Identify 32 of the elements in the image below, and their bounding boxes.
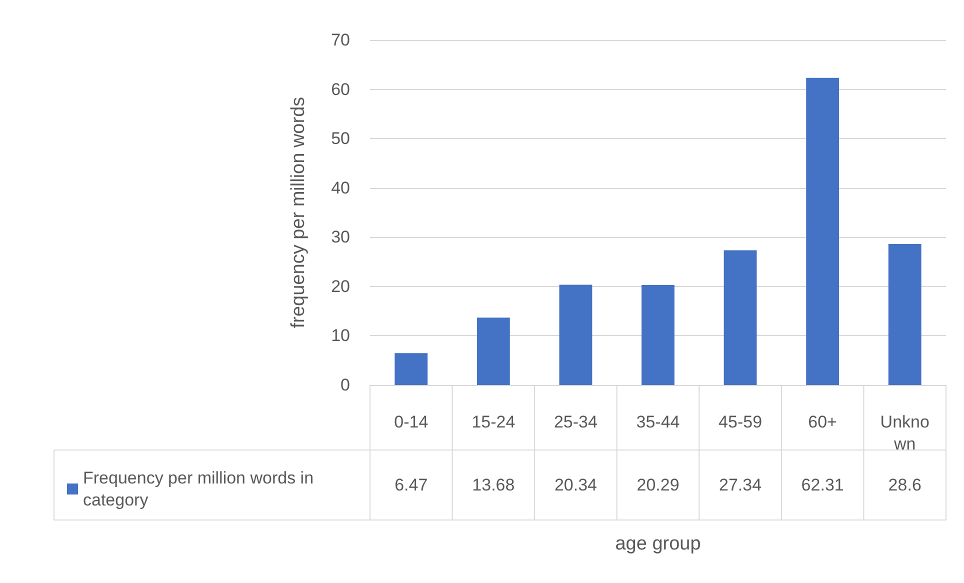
y-tick-label: 20 [331, 276, 350, 296]
data-label: 13.68 [472, 476, 515, 494]
y-tick-label: 40 [331, 178, 350, 198]
bar [394, 353, 428, 385]
bar [806, 78, 840, 385]
y-tick-label: 10 [331, 326, 350, 346]
x-tick-label: 0-14 [394, 412, 428, 432]
y-tick-label: 30 [331, 228, 350, 247]
data-label: 27.34 [719, 476, 762, 494]
x-tick-label: 15-24 [472, 412, 516, 432]
y-axis-title: frequency per million words [288, 96, 309, 328]
bar [559, 284, 592, 385]
x-tick-label: Unknown [880, 412, 930, 454]
x-tick-label: 25-34 [554, 412, 598, 432]
legend-label: Frequency per million words in category [83, 468, 318, 510]
y-tick-label: 0 [340, 376, 350, 394]
x-tick-label: 35-44 [636, 412, 680, 432]
y-tick-label: 50 [331, 129, 350, 148]
x-tick-label: 45-59 [718, 412, 762, 432]
x-axis-title: age group [615, 534, 701, 554]
data-label: 20.29 [636, 476, 680, 494]
bar [642, 285, 674, 385]
bar [888, 244, 922, 385]
data-label: 20.34 [554, 476, 597, 494]
bar [724, 250, 757, 385]
y-tick-label: 70 [331, 30, 350, 50]
y-tick-label: 60 [331, 80, 350, 99]
data-label: 62.31 [801, 476, 844, 494]
bar [476, 318, 510, 385]
data-label: 6.47 [394, 476, 428, 494]
x-tick-label: 60+ [808, 412, 838, 432]
data-label: 28.6 [888, 476, 922, 494]
